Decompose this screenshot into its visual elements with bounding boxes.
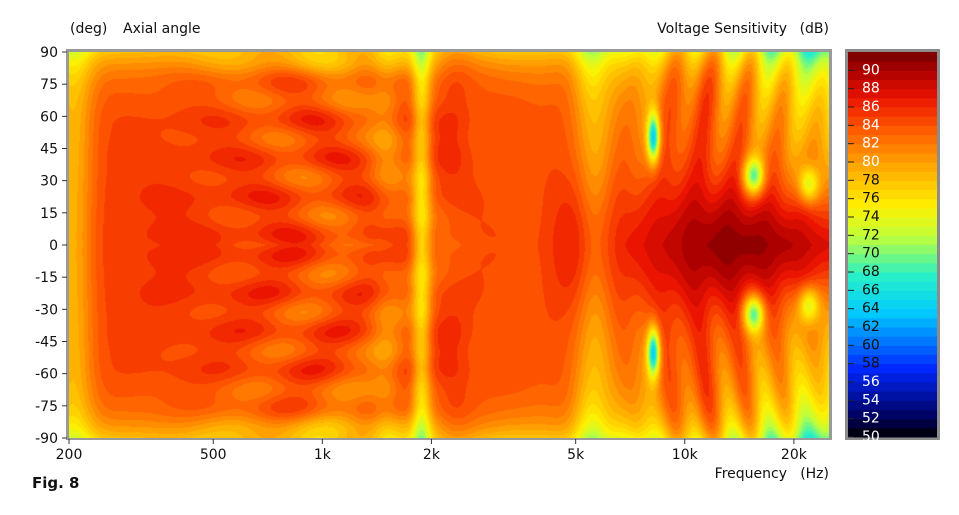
colorbar-tick-label: 58: [862, 356, 880, 372]
y-tick-label: -15: [35, 270, 58, 286]
colorbar-swatch: [848, 180, 937, 190]
colorbar-swatch: [848, 372, 937, 383]
ylabel: Axial angle: [123, 21, 201, 37]
colorbar-swatch: [848, 116, 937, 126]
colorbar-tick-label: 54: [862, 392, 880, 408]
colorbar-swatch: [848, 88, 937, 99]
colorbar-tick-label: 80: [862, 154, 880, 170]
colorbar-swatch: [848, 244, 937, 255]
colorbar-swatch: [848, 61, 937, 71]
colorbar-swatch: [848, 382, 937, 392]
colorbar-swatch: [848, 253, 937, 264]
x-axis: 200 500 1k 2k 5k 10k 20k: [56, 439, 808, 463]
colorbar-swatch: [848, 235, 937, 245]
x-tick-label: 1k: [314, 447, 332, 463]
y-tick-label: -60: [35, 367, 58, 383]
colorbar-swatch: [848, 345, 937, 355]
colorbar-swatch: [848, 281, 937, 291]
colorbar-swatch: [848, 162, 937, 172]
colorbar-tick-label: 88: [862, 81, 880, 97]
colorbar-unit: (dB): [800, 21, 829, 37]
colorbar-swatch: [848, 363, 937, 374]
xlabel-unit: (Hz): [800, 466, 829, 482]
colorbar-label: Voltage Sensitivity: [657, 21, 787, 37]
colorbar-swatch: [848, 327, 937, 337]
colorbar-tick-label: 56: [862, 374, 880, 390]
colorbar-swatch: [848, 262, 937, 273]
colorbar-swatch: [848, 97, 937, 108]
colorbar-swatch: [848, 299, 937, 310]
colorbar-tick-label: 52: [862, 411, 880, 427]
y-axis: 90 75 60 45 30 15 0 -15 -30 -45 -60 -75 -90: [35, 45, 67, 447]
figure-label: Fig. 8: [32, 474, 79, 492]
colorbar-swatch: [848, 317, 937, 328]
x-tick-label: 5k: [567, 447, 585, 463]
colorbar-swatch: [848, 143, 937, 154]
colorbar-swatch: [848, 52, 937, 62]
y-tick-label: -90: [35, 431, 58, 447]
colorbar-tick-label: 78: [862, 172, 880, 188]
colorbar-tick-label: 64: [862, 301, 880, 317]
y-tick-label: -30: [35, 302, 58, 318]
colorbar-swatch: [848, 134, 937, 145]
y-tick-label: 60: [40, 109, 58, 125]
colorbar-tick-label: 86: [862, 99, 880, 115]
colorbar-tick-label: 90: [862, 62, 880, 78]
colorbar: 90 88 86 84 82 80 78 76 74 72 70 68 66 64 62 60 58 56 54 52…: [848, 52, 937, 445]
heatmap-area: [69, 52, 829, 438]
colorbar-swatch: [848, 290, 937, 300]
colorbar-tick-label: 60: [862, 337, 880, 353]
colorbar-swatch: [848, 152, 937, 163]
colorbar-tick-label: 62: [862, 319, 880, 335]
y-tick-label: -75: [35, 399, 58, 415]
colorbar-swatch: [848, 207, 937, 218]
colorbar-tick-label: 68: [862, 264, 880, 280]
colorbar-swatch: [848, 400, 937, 410]
colorbar-swatch: [848, 336, 937, 346]
y-tick-label: 75: [40, 77, 58, 93]
colorbar-swatch: [848, 107, 937, 117]
colorbar-swatch: [848, 409, 937, 420]
colorbar-tick-label: 76: [862, 191, 880, 207]
colorbar-tick-label: 72: [862, 227, 880, 243]
y-tick-label: 45: [40, 142, 58, 158]
colorbar-swatch: [848, 125, 937, 135]
colorbar-swatch: [848, 226, 937, 236]
colorbar-swatch: [848, 217, 937, 227]
colorbar-swatch: [848, 79, 937, 90]
colorbar-tick-label: 82: [862, 136, 880, 152]
x-tick-label: 2k: [423, 447, 441, 463]
y-tick-label: 15: [40, 206, 58, 222]
colorbar-tick-label: 70: [862, 246, 880, 262]
ylabel-unit: (deg): [70, 21, 107, 37]
colorbar-swatch: [848, 171, 937, 181]
y-tick-label: 30: [40, 174, 58, 190]
x-tick-label: 200: [56, 447, 83, 463]
colorbar-tick-label: 74: [862, 209, 880, 225]
y-tick-label: -45: [35, 335, 58, 351]
xlabel: Frequency: [715, 466, 787, 482]
colorbar-swatch: [848, 418, 937, 429]
colorbar-swatch: [848, 189, 937, 200]
colorbar-tick-label: 84: [862, 117, 880, 133]
x-tick-label: 20k: [781, 447, 808, 463]
y-tick-label: 0: [49, 238, 58, 254]
y-tick-label: 90: [40, 45, 58, 61]
colorbar-swatch: [848, 427, 937, 438]
x-tick-label: 500: [200, 447, 227, 463]
colorbar-tick-label: 50: [862, 429, 880, 445]
colorbar-swatch: [848, 354, 937, 365]
colorbar-swatch: [848, 308, 937, 319]
x-tick-label: 10k: [672, 447, 699, 463]
colorbar-swatch: [848, 272, 937, 282]
colorbar-swatch: [848, 70, 937, 80]
colorbar-tick-label: 66: [862, 282, 880, 298]
colorbar-swatch: [848, 198, 937, 209]
colorbar-swatch: [848, 391, 937, 401]
